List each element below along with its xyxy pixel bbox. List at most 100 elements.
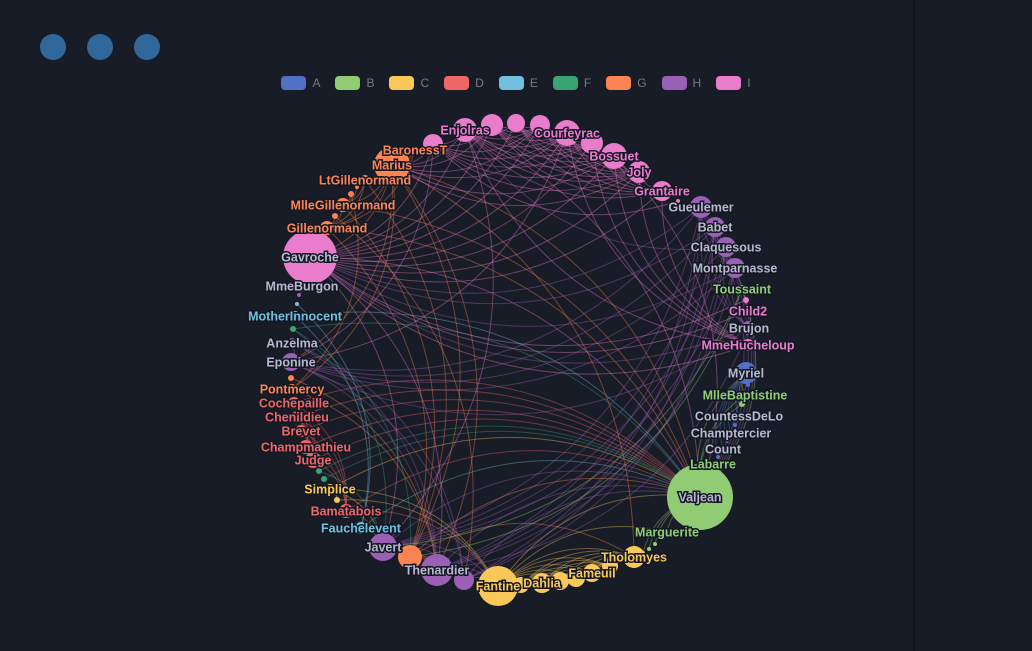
graph-node-Isabeau[interactable] [647,547,651,551]
graph-node-Combeferre[interactable] [481,114,503,136]
graph-node-Simplice[interactable] [325,484,335,494]
graph-node-Marius[interactable] [374,147,410,183]
graph-node-Champtercier[interactable] [728,430,734,436]
graph-node-Anzelma[interactable] [287,338,297,348]
graph-node-MmePontmercy[interactable] [348,191,354,197]
legend-item-H[interactable]: H [661,76,701,90]
legend-item-I[interactable]: I [716,76,751,90]
graph-node-MotherPlutarch[interactable] [676,199,680,203]
legend-item-G[interactable]: G [606,76,647,90]
legend-item-E[interactable]: E [498,76,538,90]
graph-node-MmeBurgon[interactable] [297,281,307,291]
graph-node-Napoleon[interactable] [746,383,750,387]
graph-node-Boulatruelle[interactable] [288,375,294,381]
graph-node-Bahorel[interactable] [581,132,603,154]
graph-node-Myriel[interactable] [735,362,757,384]
graph-node-Valjean[interactable] [667,464,733,530]
graph-node-Enjolras[interactable] [453,118,477,142]
graph-node-Woman1[interactable] [316,468,322,474]
graph-node-Scaufflaire[interactable] [321,476,327,482]
graph-node-Chenildieu[interactable] [291,411,303,423]
legend-item-B[interactable]: B [335,76,374,90]
graph-node-Magnon[interactable] [332,213,338,219]
graph-node-Judge[interactable] [305,452,321,468]
graph-node-Toussaint[interactable] [738,285,746,293]
graph-node-Marguerite[interactable] [663,528,671,536]
node-label-Tholomyes: Tholomyes [601,550,667,564]
graph-node-Pontmercy[interactable] [287,384,297,394]
graph-node-Labarre[interactable] [710,461,716,467]
window-control-dot[interactable] [134,34,160,60]
window-control-dot[interactable] [87,34,113,60]
graph-node-Blacheville[interactable] [567,569,585,587]
graph-edge [432,132,568,160]
graph-node-Eponine[interactable] [282,353,300,371]
node-label-BaronessT: BaronessT [383,143,448,157]
graph-node-CountessDeLo[interactable] [736,413,742,419]
graph-node-Gribier[interactable] [295,302,299,306]
legend-item-C[interactable]: C [389,76,429,90]
graph-edge [436,206,702,571]
graph-node-MlleBaptistine[interactable] [741,391,749,399]
graph-node-Joly[interactable] [628,161,650,183]
graph-node-Bossuet[interactable] [601,143,627,169]
graph-node-Grantaire[interactable] [652,181,672,201]
graph-node-Javert[interactable] [369,533,397,561]
graph-node-MotherInnocent[interactable] [290,311,300,321]
graph-node-Cochepaille[interactable] [288,397,300,409]
graph-node-LtGillenormand[interactable] [360,175,370,185]
graph-edge [309,124,493,258]
graph-node-MmeMagloire[interactable] [739,401,745,407]
graph-edge [464,129,727,250]
legend-item-A[interactable]: A [281,76,320,90]
legend-item-F[interactable]: F [552,76,591,90]
graph-node-Dahlia[interactable] [532,573,552,593]
graph-node-MmeThenardier[interactable] [454,570,474,590]
graph-node-Favourite[interactable] [551,572,569,590]
graph-node-Claquesous[interactable] [716,237,736,257]
graph-node-Cravatte[interactable] [725,439,729,443]
graph-edge [345,509,499,587]
graph-node-Perpetue[interactable] [334,497,340,503]
graph-node-MlleVaubois[interactable] [355,185,359,189]
window-control-dot[interactable] [40,34,66,60]
graph-node-Mabeuf[interactable] [423,134,443,154]
graph-node-Gueulemer[interactable] [690,196,712,218]
graph-node-Listolier[interactable] [602,558,618,574]
graph-edge [491,124,615,163]
graph-node-Thenardier[interactable] [421,554,453,586]
node-label-MotherInnocent: MotherInnocent [248,309,343,323]
graph-node-Babet[interactable] [705,217,725,237]
graph-node-Gavroche[interactable] [283,230,337,284]
graph-node-Jondrette[interactable] [297,293,301,297]
graph-node-Fantine[interactable] [478,566,518,606]
graph-node-Bamatabois[interactable] [339,504,353,518]
legend-item-D[interactable]: D [444,76,484,90]
graph-node-Champmathieu[interactable] [299,440,313,454]
graph-node-Geborand[interactable] [733,423,737,427]
graph-node-MlleGillenormand[interactable] [336,198,350,212]
graph-node-Child2[interactable] [744,307,752,315]
node-label-MlleBaptistine: MlleBaptistine [703,388,788,402]
graph-edge [432,124,541,153]
graph-node-Fauchelevent[interactable] [355,522,367,534]
graph-node-Montparnasse[interactable] [725,258,745,278]
graph-node-Woman2[interactable] [290,326,296,332]
graph-node-Prouvaire[interactable] [507,114,525,132]
legend-swatch-icon [335,76,361,90]
graph-node-OldMan[interactable] [716,455,720,459]
graph-node-Child1[interactable] [743,297,749,303]
graph-node-Fameuil[interactable] [583,564,601,582]
graph-node-Brujon[interactable] [742,321,756,335]
graph-node-Gillenormand[interactable] [320,221,334,235]
graph-node-Tholomyes[interactable] [623,546,645,568]
graph-node-MmeDeR[interactable] [653,542,657,546]
graph-node-BaronessT[interactable] [411,146,419,154]
graph-node-Count[interactable] [720,446,726,452]
graph-node-Courfeyrac[interactable] [554,120,580,146]
graph-node-MmeHucheloup[interactable] [742,339,754,351]
graph-node-Brevet[interactable] [295,425,307,437]
graph-node-Cosette[interactable] [398,545,422,569]
graph-edge [364,179,447,558]
graph-node-Feuilly[interactable] [530,115,550,135]
